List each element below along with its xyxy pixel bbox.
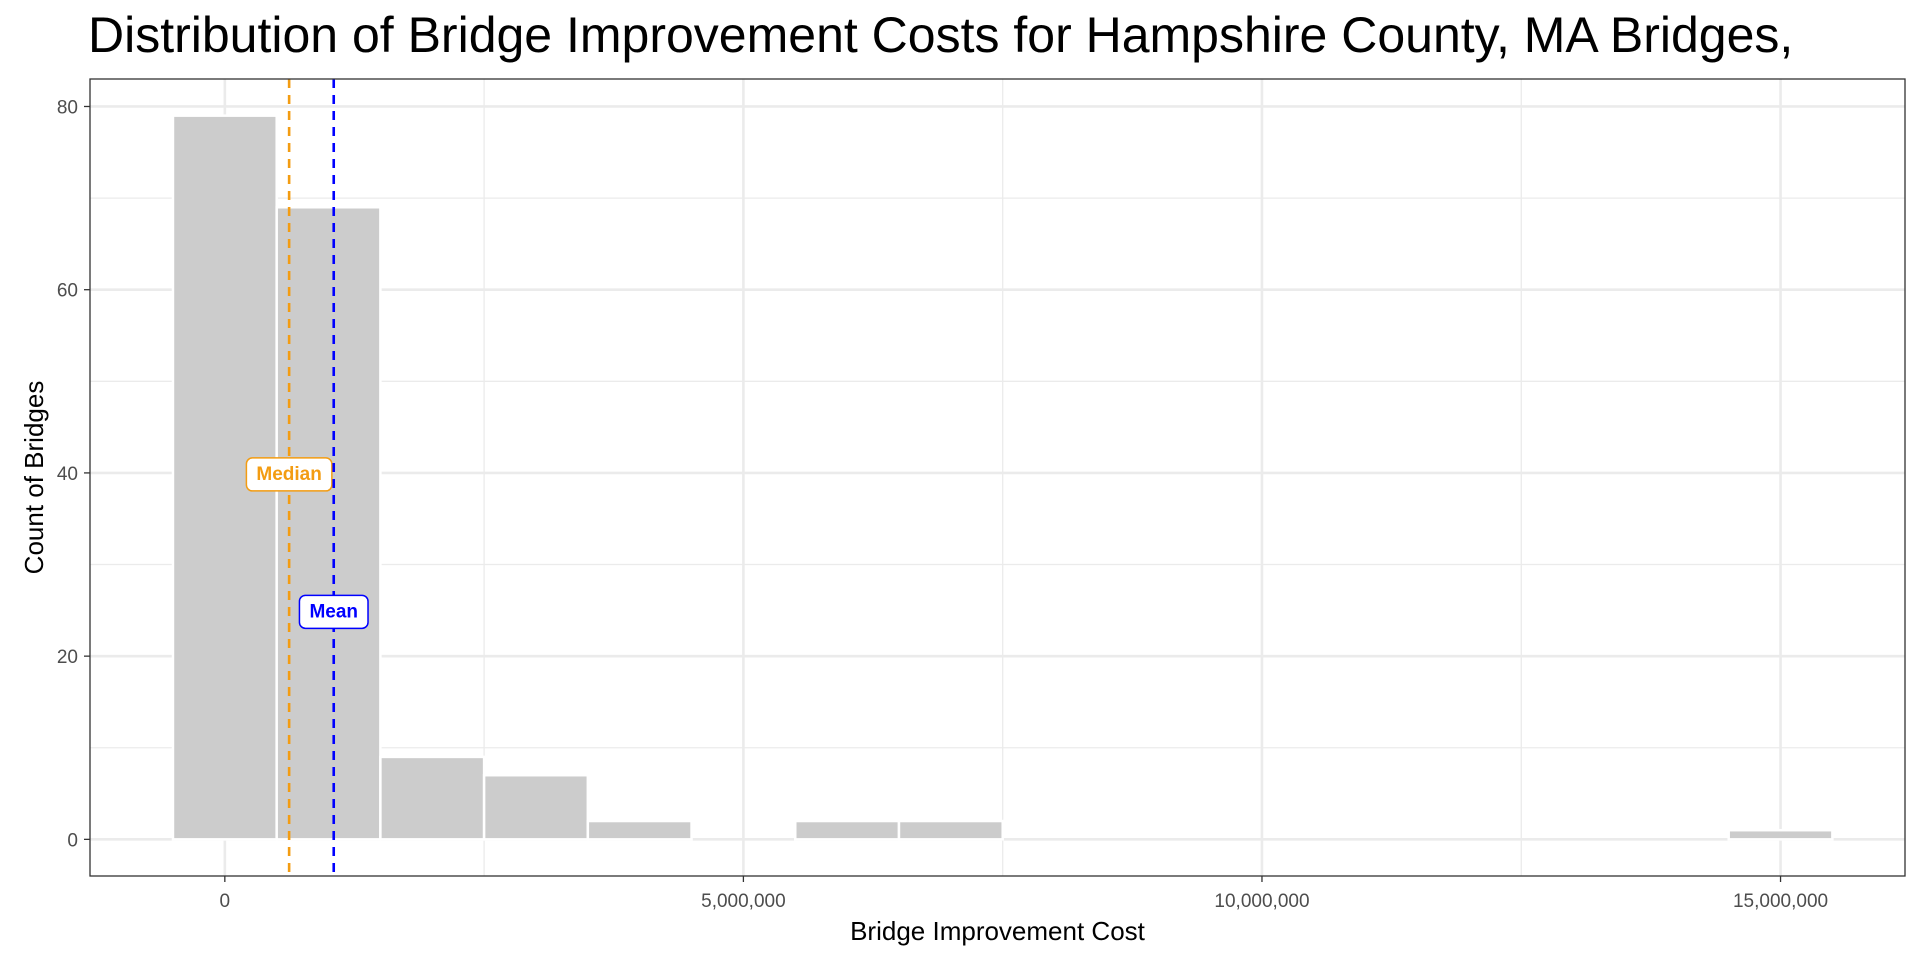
histogram-bar [379, 755, 486, 841]
histogram-bar [794, 819, 901, 841]
panel-border [89, 78, 1906, 877]
histogram-bar [586, 819, 693, 841]
histogram-bar [1727, 828, 1834, 841]
median-label: Median [256, 464, 321, 485]
y-axis-title: Count of Bridges [19, 381, 49, 575]
reference-lines-layer: Median Mean [245, 79, 369, 876]
histogram-bar [482, 773, 590, 841]
x-tick-label: 5,000,000 [701, 891, 786, 912]
chart-title: Distribution of Bridge Improvement Costs… [88, 7, 1794, 63]
x-tick-label: 0 [220, 891, 231, 912]
y-tick-label: 40 [57, 464, 78, 485]
histogram-bar [897, 819, 1004, 841]
mean-label: Mean [309, 601, 358, 622]
panel-background [90, 79, 1905, 876]
axes-layer: 0 5,000,000 10,000,000 15,000,000 0 20 40 60 80 [57, 97, 1828, 912]
x-axis-title: Bridge Improvement Cost [850, 916, 1146, 946]
x-tick-label: 15,000,000 [1733, 891, 1828, 912]
grid-layer [90, 79, 1905, 876]
y-tick-label: 60 [57, 281, 78, 302]
y-tick-label: 0 [67, 830, 78, 851]
median-label-box [245, 457, 333, 492]
mean-label-box [298, 594, 369, 630]
histogram-bar [275, 206, 382, 841]
y-tick-label: 80 [57, 97, 78, 118]
x-tick-label: 10,000,000 [1214, 891, 1309, 912]
y-tick-label: 20 [57, 647, 78, 668]
